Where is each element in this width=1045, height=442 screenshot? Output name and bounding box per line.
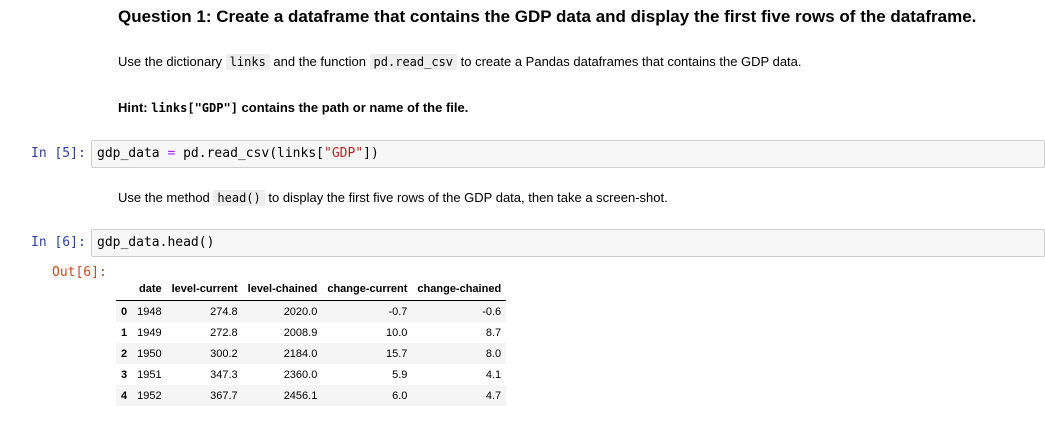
cell-change-current: 5.9 — [392, 368, 408, 381]
cell1-code-editor[interactable]: gdp_data = pd.read_csv(links["GDP"]) — [91, 140, 1045, 168]
cell-date: 1952 — [137, 389, 162, 402]
cell-level-current: 274.8 — [210, 305, 238, 318]
cell-level-chained: 2360.0 — [283, 368, 318, 381]
code-string: "GDP" — [324, 146, 364, 161]
cell2-code-editor[interactable]: gdp_data.head() — [91, 229, 1045, 257]
code-call: pd.read_csv(links[ — [183, 146, 324, 161]
row-index: 4 — [121, 389, 128, 402]
cell-change-chained: 8.7 — [485, 326, 502, 339]
dataframe-table: date level-current level-chained change-… — [116, 278, 507, 406]
cell-level-chained: 2008.9 — [283, 326, 318, 339]
hint-text: contains the path or name of the file. — [237, 100, 469, 115]
column-header: level-current — [166, 278, 243, 301]
table-row: 0 1948 274.8 2020.0 -0.7 -0.6 — [116, 300, 507, 322]
cell-change-current: 15.7 — [386, 347, 408, 360]
method-paragraph: Use the method head() to display the fir… — [118, 189, 668, 207]
inline-code-links: links — [225, 54, 270, 70]
cell-level-chained: 2184.0 — [283, 347, 318, 360]
cell2-in-prompt: In [6]: — [31, 235, 86, 250]
index-header — [116, 278, 133, 301]
table-row: 1 1949 272.8 2008.9 10.0 8.7 — [116, 322, 506, 343]
code-var: gdp_data — [97, 146, 160, 161]
cell-date: 1951 — [137, 368, 162, 381]
instruction-paragraph: Use the dictionary links and the functio… — [118, 53, 802, 71]
cell-change-chained: 4.1 — [485, 368, 502, 381]
column-header: change-current — [322, 278, 413, 301]
hint-paragraph: Hint: links["GDP"] contains the path or … — [118, 99, 468, 117]
cell-level-chained: 2020.0 — [283, 305, 318, 318]
cell-level-current: 300.2 — [210, 347, 238, 360]
method-text-post: to display the first five rows of the GD… — [264, 190, 668, 205]
cell-change-current: 10.0 — [386, 326, 408, 339]
row-index: 1 — [121, 326, 128, 339]
table-header-row: date level-current level-chained change-… — [116, 278, 507, 301]
instruction-text-mid: and the function — [269, 54, 370, 69]
cell-date: 1948 — [137, 305, 162, 318]
method-text-pre: Use the method — [118, 190, 214, 205]
row-index: 2 — [121, 347, 128, 360]
question-heading: Question 1: Create a dataframe that cont… — [118, 7, 977, 26]
cell-change-chained: 4.7 — [485, 389, 502, 402]
cell2-out-prompt: Out[6]: — [52, 265, 107, 280]
table-row: 4 1952 367.7 2456.1 6.0 4.7 — [116, 385, 507, 406]
cell-level-chained: 2456.1 — [283, 389, 318, 402]
column-header: change-chained — [412, 278, 507, 301]
inline-code-head: head() — [213, 190, 265, 206]
cell-level-current: 272.8 — [210, 326, 238, 339]
cell-change-current: -0.7 — [388, 305, 408, 318]
table-row: 3 1951 347.3 2360.0 5.9 4.1 — [116, 364, 506, 385]
row-index: 0 — [121, 305, 128, 318]
inline-code-read-csv: pd.read_csv — [369, 54, 458, 70]
hint-label: Hint: — [118, 100, 152, 115]
cell-change-chained: 8.0 — [485, 347, 502, 360]
row-index: 3 — [121, 368, 128, 381]
instruction-text-pre: Use the dictionary — [118, 54, 226, 69]
hint-code: links["GDP"] — [151, 101, 238, 115]
cell-date: 1949 — [137, 326, 162, 339]
cell-date: 1950 — [137, 347, 162, 360]
cell-level-current: 367.7 — [210, 389, 238, 402]
cell-level-current: 347.3 — [210, 368, 238, 381]
column-header: date — [132, 278, 167, 301]
code-call-close: ]) — [363, 146, 379, 161]
cell-change-current: 6.0 — [392, 389, 408, 402]
code-head-call: gdp_data.head() — [97, 235, 215, 250]
column-header: level-chained — [242, 278, 323, 301]
table-row: 2 1950 300.2 2184.0 15.7 8.0 — [116, 343, 507, 364]
cell1-in-prompt: In [5]: — [31, 146, 86, 161]
instruction-text-post: to create a Pandas dataframes that conta… — [457, 54, 802, 69]
cell-change-chained: -0.6 — [482, 305, 502, 318]
code-operator: = — [167, 146, 176, 161]
